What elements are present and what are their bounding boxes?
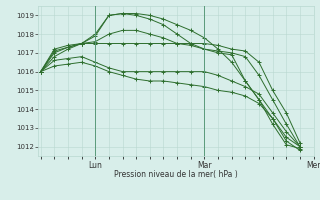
X-axis label: Pression niveau de la mer( hPa ): Pression niveau de la mer( hPa ) <box>114 170 238 179</box>
Text: Mer: Mer <box>306 161 320 170</box>
Text: Mar: Mar <box>197 161 212 170</box>
Text: Lun: Lun <box>88 161 102 170</box>
